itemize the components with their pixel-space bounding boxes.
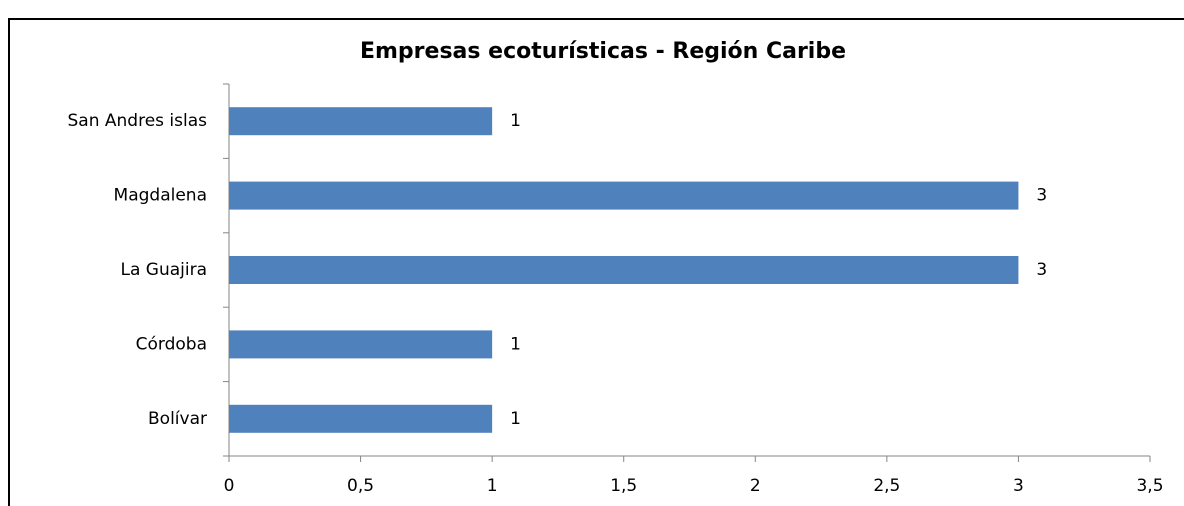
chart-border <box>8 18 1184 506</box>
data-label: 1 <box>510 334 521 354</box>
bar <box>229 330 493 359</box>
data-label: 1 <box>510 409 521 429</box>
y-tick-label: Córdoba <box>136 334 207 354</box>
x-tick-label: 1 <box>487 476 498 496</box>
x-tick-label: 3 <box>1013 476 1024 496</box>
bar <box>229 256 1019 284</box>
x-tick-label: 3,5 <box>1136 476 1163 496</box>
x-tick-label: 2 <box>750 476 761 496</box>
y-tick-label: La Guajira <box>120 260 207 280</box>
data-label: 3 <box>1036 260 1047 280</box>
x-tick-label: 2,5 <box>873 476 900 496</box>
chart-title: Empresas ecoturísticas - Región Caribe <box>360 39 846 64</box>
y-tick-label: Magdalena <box>114 186 207 206</box>
y-tick-label: Bolívar <box>148 409 207 429</box>
x-tick-label: 1,5 <box>610 476 637 496</box>
y-tick-label: San Andres islas <box>68 111 208 131</box>
data-label: 3 <box>1036 186 1047 206</box>
bar <box>229 181 1019 210</box>
x-tick-label: 0,5 <box>347 476 374 496</box>
bar <box>229 107 493 136</box>
bar <box>229 404 493 433</box>
x-tick-label: 0 <box>224 476 235 496</box>
data-label: 1 <box>510 111 521 131</box>
